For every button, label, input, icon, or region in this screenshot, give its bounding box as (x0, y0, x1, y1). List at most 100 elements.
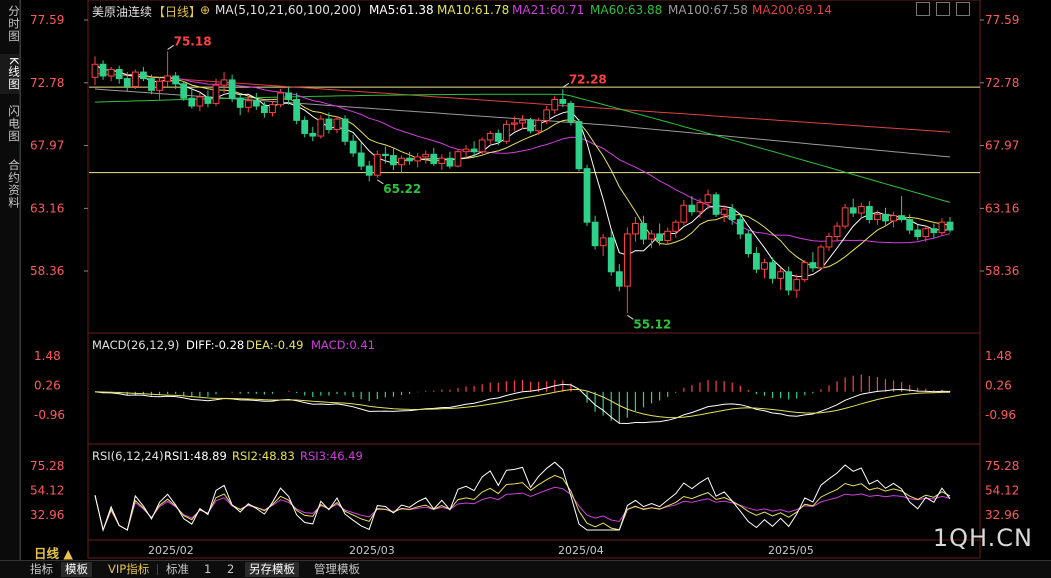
candle-up (648, 233, 655, 240)
candle-down (769, 262, 776, 279)
close-icon[interactable] (956, 2, 970, 16)
ma-line-ma5 (94, 63, 950, 277)
chart-canvas[interactable]: 75.18 72.28 65.22 55.12 77.59 77.59 72.78 72.7… (0, 0, 1051, 560)
manage-templates-button[interactable]: 管理模板 (314, 562, 360, 576)
candle-down (115, 68, 123, 80)
candle-down (236, 97, 244, 108)
layout-icon[interactable] (916, 2, 930, 16)
tab-template-2[interactable]: 2 (227, 562, 235, 576)
candle-down (139, 71, 147, 80)
candle-up (696, 202, 704, 213)
rsi-panel: 75.28 75.28 54.12 54.12 32.96 32.96 (30, 459, 1019, 532)
price-annotation-low: 65.22 (383, 182, 421, 196)
candle-up (131, 71, 139, 87)
macd-title: MACD(26,12,9) (92, 338, 180, 352)
candle-down (325, 118, 333, 131)
chart-border (87, 0, 981, 559)
candle-down (849, 207, 857, 214)
candlesticks (91, 51, 954, 314)
add-indicator-icon[interactable]: ⊕ (200, 3, 211, 17)
toolbar-separator (157, 564, 158, 575)
candle-down (640, 222, 647, 240)
tab-indicators[interactable]: 指标 (30, 562, 53, 576)
symbol-title: 美原油连续 (92, 5, 153, 19)
rsi-tick-right: 75.28 (985, 459, 1019, 473)
candle-up (817, 246, 825, 269)
rsi-title: RSI(6,12,24) (92, 449, 164, 463)
sidebar-item-timeshare[interactable]: 分时图 (7, 5, 21, 43)
ma-params: MA(5,10,21,60,100,200) (215, 3, 362, 17)
price-axis-ticks: 77.59 77.59 72.78 72.78 67.97 67.97 63.16 63.16… (30, 13, 1019, 278)
candle-down (204, 96, 212, 104)
price-annotation-low: 55.12 (633, 317, 671, 331)
candle-down (301, 119, 309, 134)
ma5-value: MA5:61.38 (369, 3, 434, 17)
candle-up (833, 225, 841, 238)
price-tick-left: 58.36 (30, 264, 64, 278)
macd-tick-left: -0.96 (34, 408, 65, 422)
candle-up (502, 123, 510, 142)
candle-down (906, 219, 914, 231)
sidebar-item-kline[interactable]: K线图 (0, 54, 21, 94)
save-template-button[interactable]: 另存模板 (245, 562, 299, 577)
maximize-icon[interactable] (936, 2, 950, 16)
macd-dea-line (94, 388, 951, 419)
horizontal-lines (89, 86, 980, 174)
period-selector[interactable]: 日线 ▲ (34, 546, 73, 561)
candle-down (430, 153, 438, 164)
x-label-may: 2025/05 (768, 544, 814, 557)
tab-templates[interactable]: 模板 (61, 562, 92, 577)
candle-up (825, 236, 833, 248)
x-label-mar: 2025/03 (349, 544, 395, 557)
candle-down (390, 155, 397, 166)
candle-up (486, 132, 494, 141)
x-label-apr: 2025/04 (558, 544, 604, 557)
price-tick-right: 67.97 (985, 139, 1019, 153)
candle-down (381, 153, 389, 157)
candle-up (269, 104, 276, 114)
tab-vip-indicators[interactable]: VIP指标 (108, 562, 150, 576)
candle-up (672, 221, 680, 232)
chart-frame (19, 0, 981, 560)
period-tag: 【日线】 (153, 5, 202, 19)
candle-up (511, 122, 518, 125)
price-annotations: 75.18 72.28 65.22 55.12 (167, 34, 671, 331)
candle-up (922, 228, 930, 238)
candle-down (753, 253, 760, 270)
candle-down (615, 271, 623, 287)
tab-template-1[interactable]: 1 (204, 562, 212, 576)
candle-up (599, 237, 607, 247)
annotation-leader (627, 314, 634, 320)
candle-up (156, 80, 163, 91)
candle-down (914, 229, 922, 238)
candle-down (470, 148, 478, 153)
candle-down (148, 78, 155, 91)
sidebar-item-contract[interactable]: 合约资料 (7, 159, 21, 209)
candle-up (874, 213, 881, 221)
rsi2-line (94, 474, 951, 532)
tab-standard[interactable]: 标准 (166, 562, 189, 576)
price-tick-left: 67.97 (30, 139, 64, 153)
ma-line-ma60 (94, 93, 951, 203)
candle-down (123, 78, 131, 87)
price-annotation-high: 72.28 (569, 72, 607, 86)
candle-up (632, 222, 639, 235)
rsi-tick-left: 54.12 (30, 484, 64, 498)
rsi3-line (94, 486, 951, 532)
rsi-tick-left: 32.96 (30, 508, 64, 522)
candle-down (180, 83, 188, 99)
macd-value: MACD:0.41 (311, 338, 375, 352)
candle-up (857, 206, 865, 214)
candle-down (446, 157, 454, 167)
price-annotation-high: 75.18 (174, 34, 212, 48)
candle-up (317, 118, 325, 137)
candle-down (567, 102, 575, 123)
candle-up (438, 157, 446, 164)
rsi-tick-right: 32.96 (985, 508, 1019, 522)
candle-up (164, 75, 171, 82)
candle-down (865, 206, 873, 221)
rsi-tick-right: 54.12 (985, 484, 1019, 498)
ma200-value: MA200:69.14 (752, 3, 832, 17)
candle-down (260, 105, 268, 114)
sidebar-item-flash[interactable]: 闪电图 (7, 105, 21, 143)
